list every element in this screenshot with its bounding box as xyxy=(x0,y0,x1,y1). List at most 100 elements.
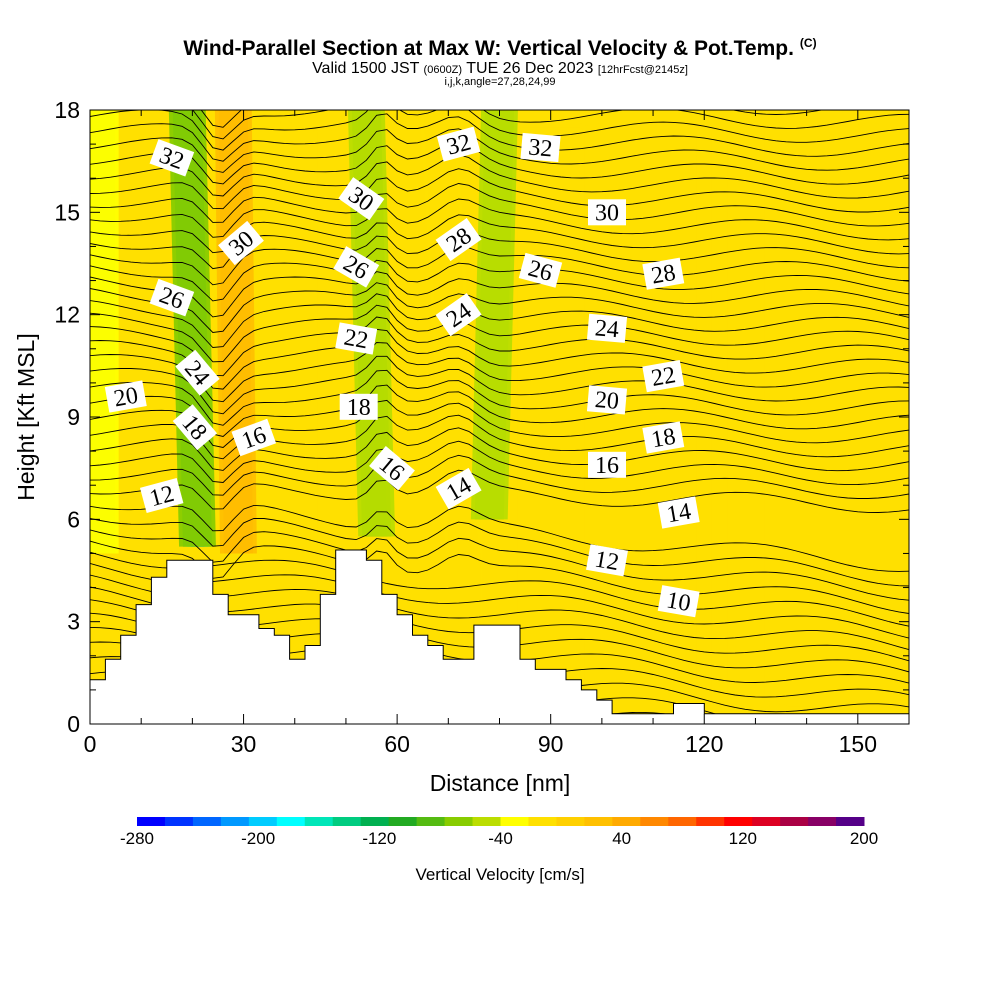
y-axis-label: Height [Kft MSL] xyxy=(13,333,39,500)
contour-label-bg xyxy=(175,349,220,396)
colorbar-tick-label: -120 xyxy=(362,829,396,848)
copyright-mark: (C) xyxy=(799,36,817,50)
contour-label-bg xyxy=(642,359,685,393)
contour-label-text: 32 xyxy=(527,134,553,162)
theta-contour-line xyxy=(90,440,909,486)
colorbar-tick-label: 40 xyxy=(612,829,631,848)
theta-contour-line xyxy=(90,540,909,614)
theta-contour-line xyxy=(90,504,909,572)
y-tick-label: 18 xyxy=(54,97,80,123)
colorbar-swatch xyxy=(780,817,809,826)
theta-contour-line xyxy=(90,168,909,213)
theta-contour-line xyxy=(90,562,909,639)
contour-label-bg xyxy=(518,252,563,288)
contour-label-bg xyxy=(436,126,481,162)
contour-label: 20 xyxy=(104,380,147,413)
colorbar-swatch xyxy=(472,817,501,826)
colorbar-swatch xyxy=(668,817,697,826)
colorbar-swatch xyxy=(388,817,418,826)
x-tick-label: 0 xyxy=(84,731,97,757)
colorbar-swatch xyxy=(220,817,250,826)
theta-contour-line xyxy=(90,384,909,437)
colorbar-swatch xyxy=(556,817,585,826)
x-axis: 0 30 60 90 120 150 xyxy=(84,110,910,757)
x-axis-label: Distance [nm] xyxy=(430,770,571,796)
velocity-band xyxy=(470,110,518,520)
contour-label-bg xyxy=(435,467,482,510)
x-tick-label: 120 xyxy=(685,731,723,757)
contour-label: 12 xyxy=(586,544,628,577)
terrain-shape xyxy=(89,549,910,725)
contour-label: 22 xyxy=(335,322,378,355)
theta-contour-line xyxy=(90,517,909,587)
colorbar-tick-label: -280 xyxy=(120,829,154,848)
chart-subtitle: Valid 1500 JST (0600Z) TUE 26 Dec 2023 [… xyxy=(0,60,1000,78)
colorbar-tick-label: 120 xyxy=(729,829,757,848)
contour-label-bg xyxy=(333,246,380,288)
subtitle-valid: Valid 1500 JST xyxy=(312,60,420,77)
theta-contour-line xyxy=(90,328,909,390)
x-tick-label: 30 xyxy=(231,731,257,757)
contour-label-bg xyxy=(172,404,218,451)
theta-contour-line xyxy=(90,427,909,472)
theta-contour-line xyxy=(90,246,909,286)
contour-label: 20 xyxy=(586,385,628,415)
colorbar-swatch xyxy=(164,817,194,826)
contour-label: 18 xyxy=(339,393,378,421)
theta-contour-line xyxy=(90,140,909,185)
colorbar-swatch xyxy=(696,817,725,826)
contour-label-text: 20 xyxy=(112,383,140,413)
y-tick-label: 3 xyxy=(67,609,80,635)
theta-contour-line xyxy=(90,259,909,302)
y-tick-label: 0 xyxy=(67,711,80,737)
contour-label-text: 20 xyxy=(594,387,620,415)
contour-label-bg xyxy=(369,446,415,491)
contour-label-text: 14 xyxy=(665,499,693,529)
contour-label-bg xyxy=(657,496,700,529)
theta-contour-line xyxy=(90,469,909,513)
contour-label-bg xyxy=(520,132,561,163)
theta-contour-line xyxy=(90,128,909,173)
contour-label-text: 10 xyxy=(664,587,692,617)
theta-contour-line xyxy=(192,110,909,140)
theta-contour-line xyxy=(90,183,909,227)
colorbar-swatch xyxy=(304,817,334,826)
colorbar xyxy=(137,817,865,826)
contour-label-bg xyxy=(588,451,626,478)
theta-contour-line xyxy=(90,110,909,151)
y-tick-label: 6 xyxy=(67,506,80,532)
colorbar-swatch xyxy=(640,817,669,826)
contour-label-bg xyxy=(586,544,628,577)
colorbar-swatch xyxy=(137,817,166,826)
contour-label: 28 xyxy=(642,257,685,290)
theta-contour-line xyxy=(90,316,909,377)
theta-contour-line xyxy=(90,342,909,403)
contour-label-text: 22 xyxy=(649,362,677,392)
colorbar-swatch xyxy=(360,817,390,826)
contour-label: 14 xyxy=(657,496,700,529)
colorbar-swatch xyxy=(836,817,865,826)
colorbar-swatch xyxy=(444,817,474,826)
velocity-band xyxy=(347,110,396,537)
colorbar-swatch xyxy=(528,817,557,826)
contour-label-bg xyxy=(642,257,685,290)
field-weak-updraft xyxy=(499,110,602,724)
contour-label-bg xyxy=(435,218,482,262)
contour-label-text: 18 xyxy=(347,395,371,421)
colorbar-tick-label: -40 xyxy=(488,829,513,848)
colorbar-swatch xyxy=(724,817,753,826)
theta-contour-line xyxy=(90,369,909,426)
colorbar-tick-label: -200 xyxy=(241,829,275,848)
y-axis: 0 3 6 9 12 15 18 xyxy=(54,97,909,737)
colorbar-swatch xyxy=(332,817,362,826)
colorbar-swatch xyxy=(500,817,529,826)
colorbar-swatch xyxy=(248,817,278,826)
contour-label-text: 16 xyxy=(595,453,619,479)
contour-label-text: 12 xyxy=(593,546,621,576)
field-weak-updraft xyxy=(694,110,746,724)
contour-label-text: 18 xyxy=(649,424,677,454)
colorbar-swatch xyxy=(192,817,222,826)
contour-label-bg xyxy=(104,380,147,413)
contour-label: 24 xyxy=(586,313,628,343)
contour-label-bg xyxy=(339,393,378,420)
